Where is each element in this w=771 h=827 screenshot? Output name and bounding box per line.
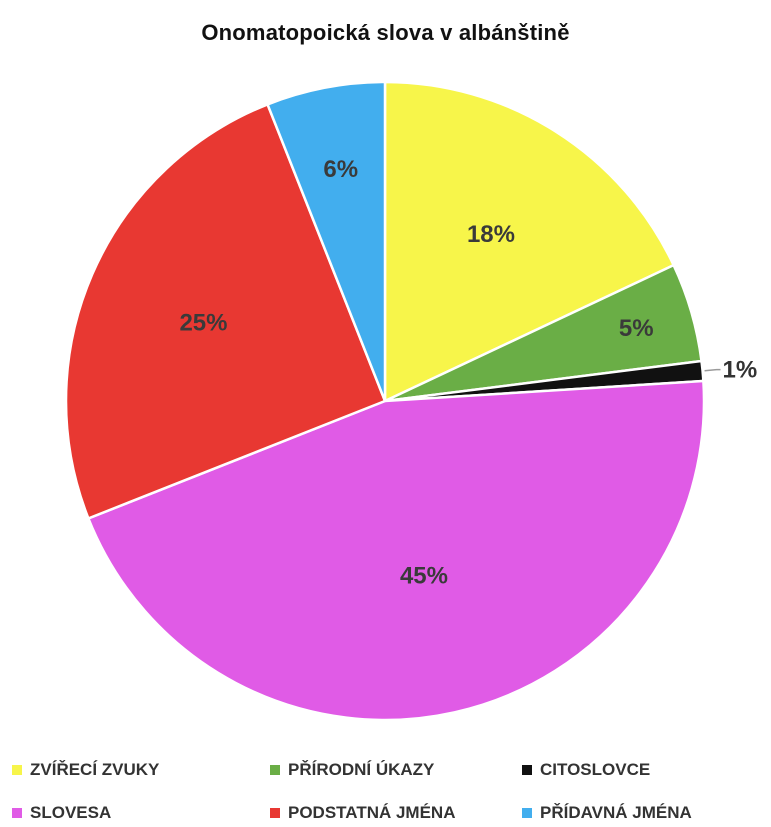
data-label-pridavna-jmena: 6% xyxy=(323,156,358,183)
data-label-podstatna-jmena: 25% xyxy=(179,309,227,336)
data-label-citoslovce: 1% xyxy=(723,357,758,384)
data-label-slovesa: 45% xyxy=(400,562,448,589)
leader-line-citoslovce xyxy=(704,368,721,372)
pie-slice-slovesa xyxy=(86,379,706,722)
data-label-zvireci-zvuky: 18% xyxy=(467,221,515,248)
pie-slice-zvireci-zvuky xyxy=(383,80,676,403)
data-label-prirodni-ukazy: 5% xyxy=(619,315,654,342)
pie-slice-pridavna-jmena xyxy=(265,80,387,402)
chart-title: Onomatopoická slova v albánštině xyxy=(201,20,570,45)
pie-slice-podstatna-jmena xyxy=(64,102,387,521)
